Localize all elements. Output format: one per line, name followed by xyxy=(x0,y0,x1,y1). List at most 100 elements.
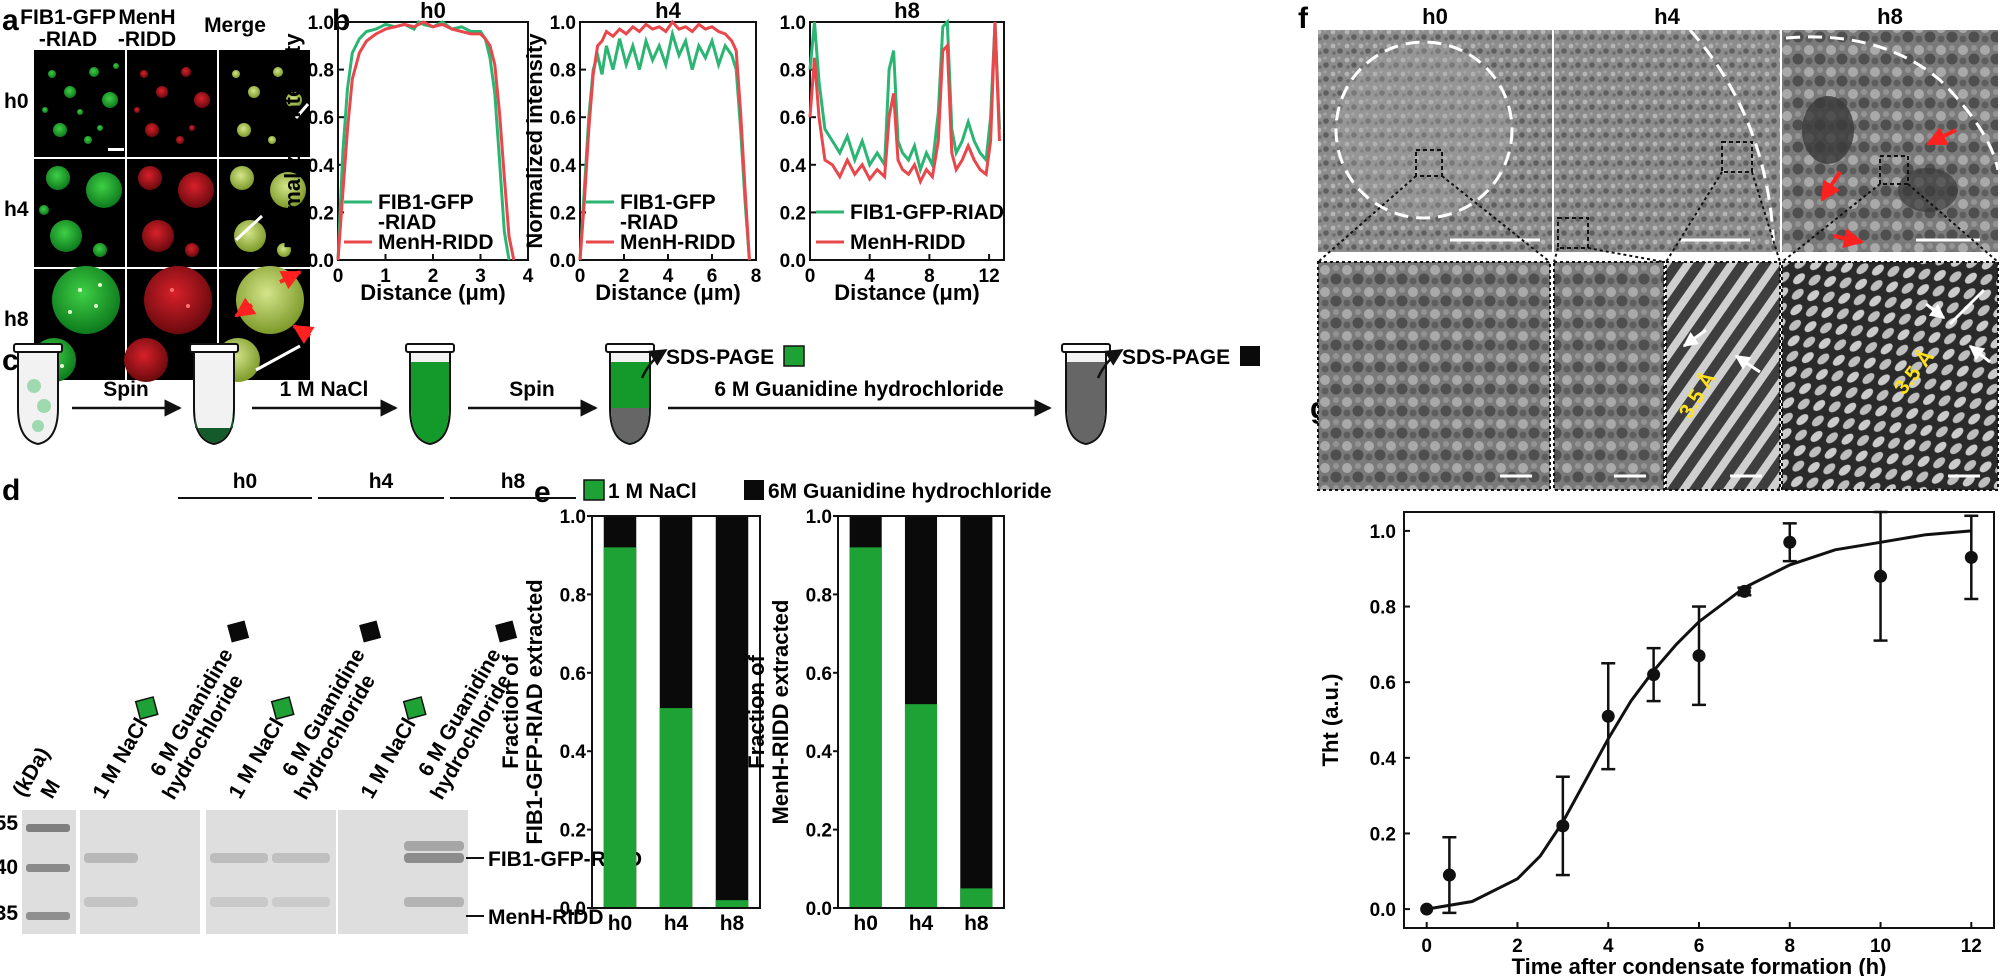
tem-h4-image xyxy=(1554,30,1780,252)
x-tick-label: 0 xyxy=(575,266,586,287)
panel-e: e xyxy=(534,476,551,509)
gel-band xyxy=(272,897,330,907)
zoom-connector xyxy=(1317,175,1417,263)
legend-label-guanidine: 6M Guanidine hydrochloride xyxy=(768,480,1052,503)
tube-nacl xyxy=(405,343,455,446)
profile-title-h8: h8 xyxy=(894,0,920,23)
y-tick-label: 0.6 xyxy=(550,108,576,129)
y-tick-label: 0.8 xyxy=(308,61,334,82)
condensate-outline-h8 xyxy=(1785,35,2000,171)
x-tick-label: 2 xyxy=(428,266,439,287)
tem-h8-title: h8 xyxy=(1877,4,1903,29)
gel-band xyxy=(272,853,330,863)
y-tick-label: 0.8 xyxy=(780,61,806,82)
bar-ylabel-line1: Fraction of xyxy=(498,654,523,768)
y-tick-label: 0.6 xyxy=(1370,673,1396,694)
col-header-gfp-line1: FIB1-GFP xyxy=(20,6,116,29)
y-tick-label: 0.2 xyxy=(780,203,806,224)
bar-frame xyxy=(837,515,1005,909)
zoom-box-h8 xyxy=(1879,155,1909,185)
bar-guanidine-h8 xyxy=(960,516,993,908)
y-tick-label: 1.0 xyxy=(780,13,806,34)
sds-label-2: SDS-PAGE xyxy=(1122,346,1230,369)
x-tick-label: 8 xyxy=(1784,936,1795,957)
tht-point xyxy=(1964,550,1978,564)
tube-droplets xyxy=(13,343,63,446)
y-tick-label: 1.0 xyxy=(308,13,334,34)
tube-cap xyxy=(13,343,63,353)
bar-nacl-h4 xyxy=(659,708,693,908)
legend-gfp-line2: -RIAD xyxy=(620,211,678,234)
profile-frame-h8 xyxy=(809,21,1005,261)
bar-guanidine-h8 xyxy=(715,516,749,908)
tube-liquid xyxy=(195,408,233,443)
gel-band xyxy=(210,853,268,863)
y-tick-label: 1.0 xyxy=(560,507,586,528)
gel-strip xyxy=(206,810,336,934)
legend-swatch-nacl xyxy=(583,479,605,501)
micrograph-h4-merge xyxy=(230,166,306,257)
zoom-connector xyxy=(1781,183,1881,263)
gel-band xyxy=(404,841,464,851)
tube-pellet-gray xyxy=(611,408,649,443)
bar-nacl-h8 xyxy=(960,888,993,908)
tht-y-axis-title: Tht (a.u.) xyxy=(1318,674,1343,767)
tube-body xyxy=(17,351,59,446)
group-label-h8: h8 xyxy=(501,470,526,493)
lane-swatch-green xyxy=(402,696,427,720)
legend-menh: MenH-RIDD xyxy=(850,231,966,254)
step-nacl-label: 1 M NaCl xyxy=(280,378,369,401)
y-tick-label: 0.8 xyxy=(560,585,586,606)
row-label-h0: h0 xyxy=(4,90,29,113)
tht-point xyxy=(1874,569,1888,583)
tht-point xyxy=(1556,819,1570,833)
panel-f: f xyxy=(1298,2,1309,35)
zoom-connector xyxy=(1587,247,1665,263)
bar-category-h8: h8 xyxy=(964,912,989,935)
y-tick-label: 0.6 xyxy=(308,108,334,129)
x-tick-label: 12 xyxy=(979,266,1000,287)
tht-fit-curve xyxy=(1426,529,1972,911)
x-tick-label: 4 xyxy=(663,266,674,287)
profile-series-gfp xyxy=(336,20,511,261)
kda-value-35: 35 xyxy=(0,902,18,925)
y-tick-label: 0.0 xyxy=(806,899,832,920)
bar-ylabel-line1: Fraction of xyxy=(744,654,769,768)
gel-band xyxy=(210,897,268,907)
panel-e-label: e xyxy=(534,476,551,509)
droplet xyxy=(32,420,44,432)
tht-point xyxy=(1601,709,1615,723)
x-tick-label: 6 xyxy=(1694,936,1705,957)
tht-x-axis-title: Time after condensate formation (h) xyxy=(1512,954,1887,976)
zoom-connector xyxy=(1553,247,1559,263)
x-axis-title: Distance (μm) xyxy=(360,280,506,305)
y-tick-label: 0.2 xyxy=(1370,824,1396,845)
y-tick-label: 0.6 xyxy=(560,664,586,685)
tht-point xyxy=(1737,584,1751,598)
tube-cap xyxy=(189,343,239,353)
red-arrow-3 xyxy=(1833,228,1864,249)
sds-swatch-black xyxy=(1240,346,1260,366)
lane-swatch-green xyxy=(134,696,159,720)
col-header-menh-line1: MenH xyxy=(118,6,175,29)
tem-h0-image xyxy=(1318,30,1552,252)
y-tick-label: 0.2 xyxy=(806,821,832,842)
col-header-menh-line2: -RIDD xyxy=(118,28,176,51)
y-tick-label: 0.2 xyxy=(560,821,586,842)
tem-h4-title: h4 xyxy=(1654,4,1680,29)
profile-series-menh xyxy=(808,21,1001,186)
tube-pellet xyxy=(189,343,239,446)
step-guanidine-label: 6 M Guanidine hydrochloride xyxy=(714,378,1003,401)
tube-spin2 xyxy=(605,343,655,446)
red-arrow-1 xyxy=(1926,127,1957,146)
tube-cap xyxy=(405,343,455,353)
bar-ylabel-line2: MenH-RIDD extracted xyxy=(768,600,793,825)
band-label-fib1: FIB1-GFP-RIAD xyxy=(488,848,642,871)
profile-title-h0: h0 xyxy=(420,0,446,23)
tube-liquid xyxy=(411,362,449,443)
y-tick-label: 0.4 xyxy=(780,156,807,177)
micrograph-h0-menh xyxy=(134,67,210,144)
panel-a-label: a xyxy=(2,4,19,37)
group-label-h4: h4 xyxy=(369,470,394,493)
profile-series-menh xyxy=(578,19,751,261)
